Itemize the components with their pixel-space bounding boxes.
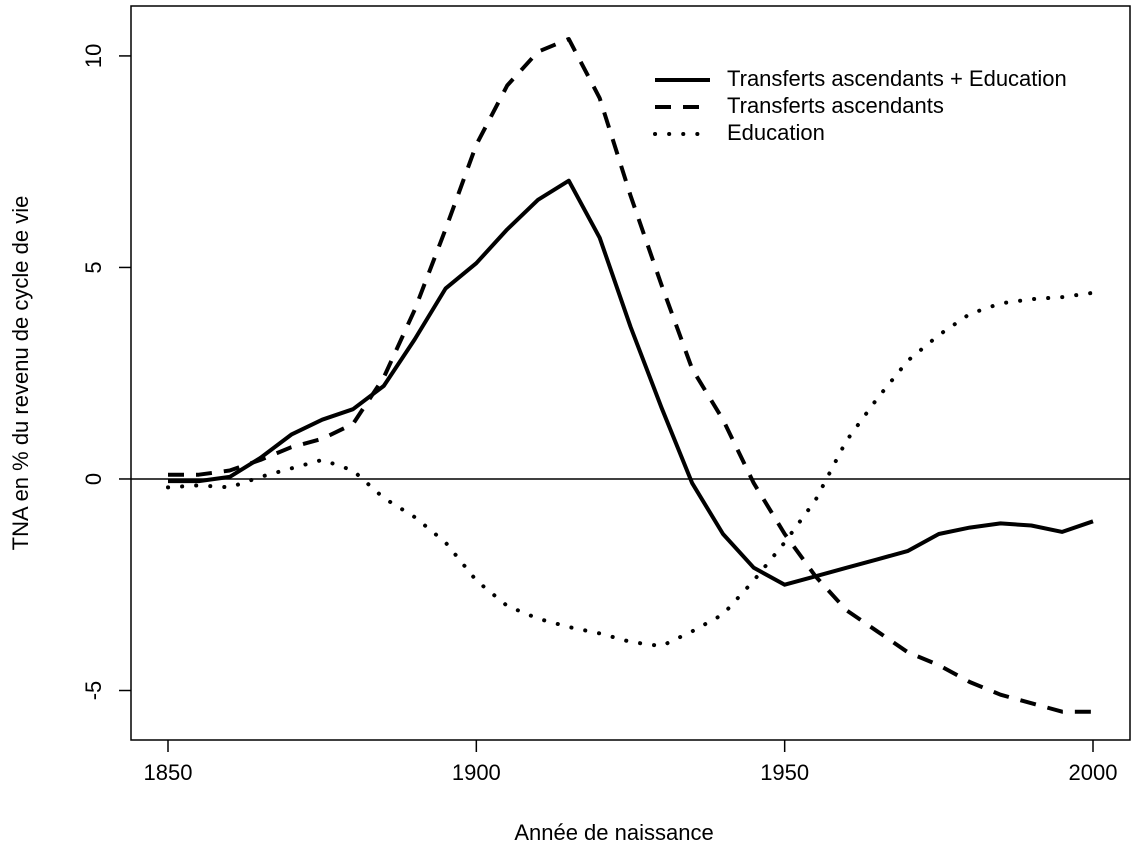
x-tick-label: 1850	[144, 760, 193, 785]
y-tick-label: 10	[81, 44, 106, 68]
legend-label: Transferts ascendants	[727, 93, 944, 118]
y-tick-label: 5	[81, 261, 106, 273]
y-tick-label: 0	[81, 473, 106, 485]
series-line	[166, 290, 1095, 649]
legend-label: Transferts ascendants + Education	[727, 66, 1067, 91]
legend-label: Education	[727, 120, 825, 145]
y-tick-label: -5	[81, 681, 106, 701]
series-line	[168, 178, 1094, 587]
x-tick-label: 2000	[1069, 760, 1118, 785]
y-axis-label: TNA en % du revenu de cycle de vie	[8, 196, 33, 551]
x-axis-label: Année de naissance	[514, 820, 713, 845]
x-tick-label: 1950	[760, 760, 809, 785]
series-line	[168, 37, 1093, 714]
plot-box	[130, 5, 1131, 741]
x-tick-label: 1900	[452, 760, 501, 785]
